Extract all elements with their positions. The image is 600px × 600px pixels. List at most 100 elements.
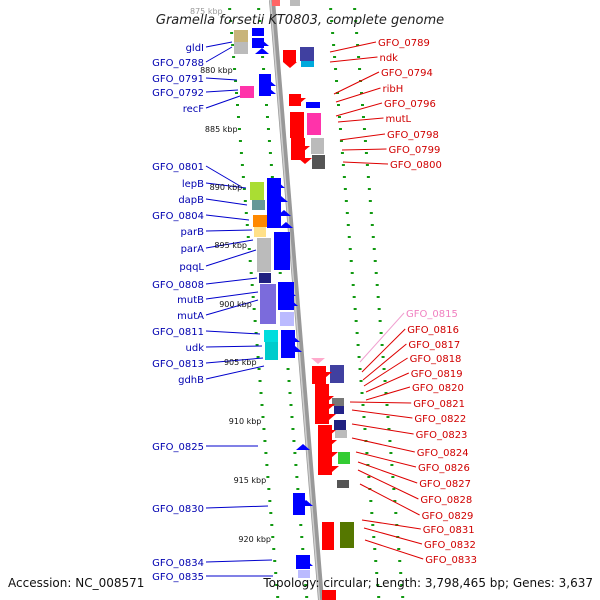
- gene-label-left: parB: [181, 227, 205, 238]
- gene-label-right: GFO_0822: [414, 414, 466, 425]
- gene-label-right: GFO_0789: [378, 38, 430, 49]
- gene-label-right: GFO_0828: [420, 495, 472, 506]
- gene-label-right: GFO_0824: [417, 448, 469, 459]
- scale-tick: 920 kbp: [238, 535, 271, 544]
- scale-tick-label: 895 kbp: [214, 241, 247, 250]
- scale-tick-label-partial: 875 kbp: [190, 7, 223, 16]
- gene-label-right: GFO_0817: [408, 340, 460, 351]
- leader-line: [205, 357, 264, 364]
- leader-line: [205, 239, 254, 249]
- leader-line: [205, 95, 241, 109]
- gene-labels: gldI GFO_0788 GFO_0791 GFO_0792 recF GFO_0801…: [152, 38, 477, 583]
- leader-line: [205, 229, 253, 232]
- scale-tick-label: 890 kbp: [210, 183, 243, 192]
- scale-tick: 915 kbp: [234, 476, 267, 485]
- leader-line: [335, 102, 383, 117]
- scale-ticks: 880 kbp 885 kbp 890 kbp 895 kbp 900 kbp 905 k…: [190, 7, 271, 544]
- leader-line: [205, 559, 273, 563]
- scale-tick: 905 kbp: [224, 358, 257, 367]
- genome-axis-highlight: [269, 0, 321, 600]
- gene-label-right: GFO_0823: [416, 430, 468, 441]
- leader-line: [365, 386, 411, 401]
- gene-label-right: ndk: [380, 53, 399, 64]
- leader-line: [205, 277, 258, 285]
- leader-line: [205, 198, 248, 206]
- leader-line: [361, 328, 406, 373]
- leader-line: [205, 165, 241, 187]
- gene-label-right: ribH: [383, 84, 404, 95]
- gene-label-right: GFO_0799: [389, 145, 441, 156]
- leader-line: [205, 345, 263, 348]
- scale-tick-label: 900 kbp: [219, 300, 252, 309]
- leader-line: [205, 249, 257, 267]
- gene-label-left: gdhB: [178, 375, 204, 386]
- gene-label-left: GFO_0813: [152, 359, 204, 370]
- leader-line: [357, 461, 418, 484]
- gene-label-right: GFO_0833: [425, 555, 477, 566]
- leader-line: [361, 519, 421, 530]
- gene-label-right: GFO_0832: [424, 540, 476, 551]
- map-title: Gramella forsetii KT0803, complete genom…: [156, 13, 444, 28]
- leader-line: [357, 469, 419, 500]
- leader-line: [205, 214, 250, 221]
- accession-text: Accession: NC_008571: [8, 576, 144, 590]
- leader-line: [355, 451, 417, 468]
- leader-line: [205, 291, 259, 300]
- gene-label-left: GFO_0811: [152, 327, 204, 338]
- leader-line: [205, 299, 259, 316]
- leader-line: [333, 71, 380, 95]
- scale-tick-label: 915 kbp: [234, 476, 267, 485]
- leader-line: [205, 46, 233, 63]
- leader-line: [351, 437, 415, 453]
- gene-label-left: udk: [186, 343, 205, 354]
- gene-label-right: GFO_0794: [381, 68, 433, 79]
- gene-label-left: GFO_0792: [152, 88, 204, 99]
- leader-line: [351, 409, 413, 419]
- leader-line: [205, 505, 269, 509]
- gene-label-right: mutL: [386, 114, 412, 125]
- gene-label-left: gldI: [186, 43, 204, 54]
- leader-line: [362, 343, 407, 381]
- gene-label-right: GFO_0800: [390, 160, 442, 171]
- gene-label-left: pqqL: [179, 262, 204, 273]
- scale-tick: 885 kbp: [205, 125, 238, 134]
- leader-line: [205, 41, 233, 48]
- scale-tick-label: 880 kbp: [200, 66, 233, 75]
- topology-text: Topology: circular; Length: 3,798,465 bp…: [262, 576, 593, 590]
- scale-tick-label: 905 kbp: [224, 358, 257, 367]
- gene-label-left: lepB: [182, 179, 204, 190]
- gene-label-right: GFO_0820: [412, 383, 464, 394]
- gene-label-right: GFO_0826: [418, 463, 470, 474]
- leader-line: [363, 357, 408, 387]
- gene-label-right: GFO_0831: [423, 525, 475, 536]
- leader-line: [205, 365, 265, 380]
- gene-label-right: GFO_0818: [410, 354, 462, 365]
- gene-label-left: GFO_0791: [152, 74, 204, 85]
- leader-line: [342, 161, 389, 165]
- leader-line: [365, 372, 410, 393]
- gene-label-left: GFO_0808: [152, 280, 204, 291]
- gene-label-right: GFO_0819: [411, 369, 463, 380]
- scale-tick-label: 885 kbp: [205, 125, 238, 134]
- gene-label-left: GFO_0835: [152, 572, 204, 583]
- scale-tick: 900 kbp: [219, 300, 252, 309]
- leader-line: [359, 483, 420, 516]
- gene-label-right: GFO_0798: [387, 130, 439, 141]
- leader-line: [341, 148, 387, 151]
- leader-line: [205, 89, 239, 93]
- leader-line: [337, 117, 384, 123]
- gene-label-left: parA: [181, 244, 205, 255]
- gene-label-right: GFO_0816: [407, 325, 459, 336]
- gene-label-left: GFO_0825: [152, 442, 204, 453]
- gene-label-right: GFO_0796: [384, 99, 436, 110]
- gene-label-left: mutB: [177, 295, 204, 306]
- gene-label-left: GFO_0830: [152, 504, 204, 515]
- leader-line: [351, 423, 414, 435]
- gene-label-left: mutA: [177, 311, 204, 322]
- gene-label-right: GFO_0815: [406, 309, 458, 320]
- leader-line: [205, 330, 261, 335]
- leader-line: [359, 312, 405, 363]
- gene-label-left: GFO_0834: [152, 558, 204, 569]
- gene-label-right: GFO_0829: [422, 511, 474, 522]
- genome-axis: [269, 0, 324, 600]
